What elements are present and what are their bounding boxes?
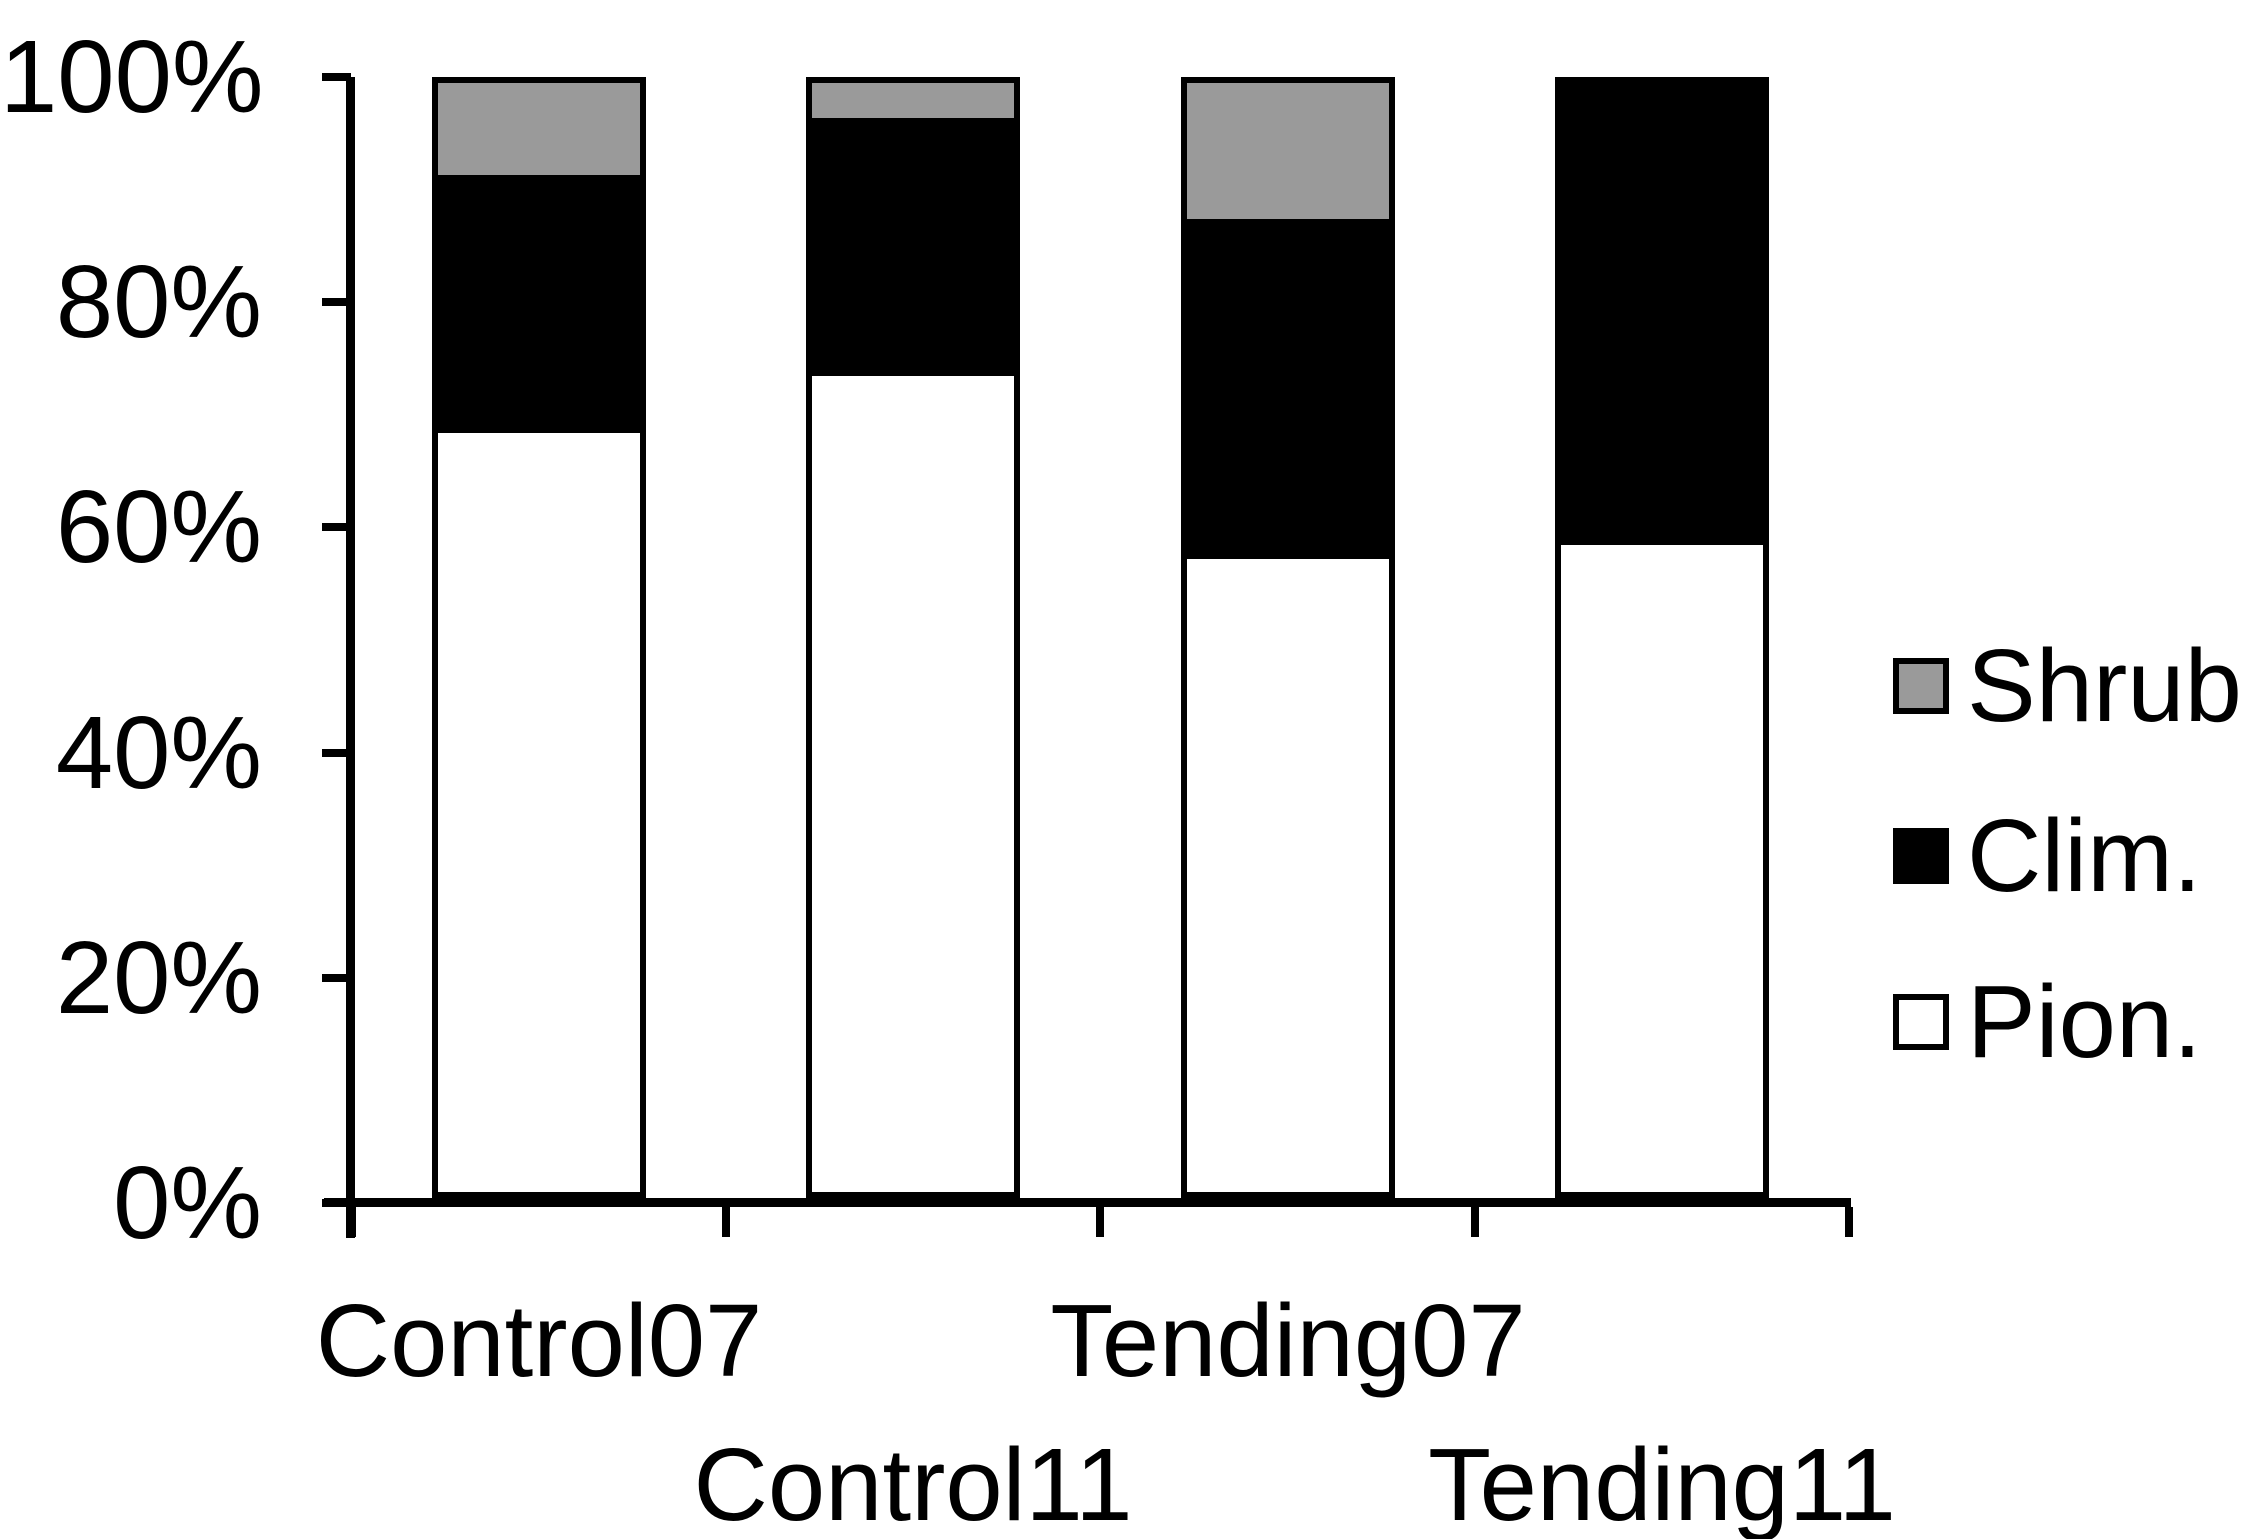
y-tick: [322, 1199, 351, 1207]
legend-item-pion: Pion.: [1893, 969, 2202, 1075]
y-tick-label: 20%: [55, 919, 262, 1035]
y-tick-label: 60%: [55, 469, 262, 585]
legend-item-clim: Clim.: [1893, 803, 2202, 909]
x-category-label-control11: Control11: [693, 1427, 1133, 1539]
bar-tending11: [1555, 77, 1769, 1198]
legend-label: Pion.: [1967, 964, 2202, 1079]
x-category-label-tending07: Tending07: [1050, 1283, 1526, 1398]
bar-control11: [806, 77, 1020, 1198]
legend-item-shrub: Shrub: [1893, 633, 2242, 739]
x-category-label-tending11: Tending11: [1428, 1427, 1896, 1539]
segment-clim: [438, 175, 640, 434]
y-tick: [322, 523, 351, 532]
y-tick-label: 80%: [55, 244, 262, 360]
segment-pion: [1561, 545, 1763, 1192]
segment-clim: [1187, 219, 1389, 559]
bar-control07: [432, 77, 646, 1198]
y-tick-label: 40%: [55, 694, 262, 810]
segment-clim: [812, 118, 1014, 376]
y-tick: [322, 748, 351, 757]
legend-label: Clim.: [1967, 798, 2202, 913]
segment-shrub: [1187, 83, 1389, 220]
y-tick-label: 100%: [0, 19, 264, 134]
legend-label: Shrub: [1967, 628, 2242, 743]
y-tick-label: 0%: [113, 1145, 262, 1260]
segment-shrub: [438, 83, 640, 176]
y-axis-line: [346, 77, 355, 1238]
x-tick: [348, 1207, 356, 1237]
segment-clim: [1561, 83, 1763, 546]
x-tick: [1471, 1207, 1479, 1237]
x-tick: [1845, 1207, 1853, 1237]
segment-pion: [812, 375, 1014, 1192]
x-axis-line: [324, 1198, 1851, 1207]
segment-shrub: [812, 83, 1014, 119]
y-tick: [322, 298, 351, 307]
y-tick: [322, 73, 351, 81]
x-tick: [1096, 1207, 1104, 1237]
legend-swatch-shrub: [1893, 658, 1949, 714]
segment-pion: [1187, 558, 1389, 1192]
segment-pion: [438, 433, 640, 1192]
bar-tending07: [1181, 77, 1395, 1198]
x-tick: [722, 1207, 730, 1237]
y-tick: [322, 973, 351, 982]
x-category-label-control07: Control07: [315, 1283, 763, 1398]
legend-swatch-clim: [1893, 828, 1949, 884]
legend-swatch-pion: [1893, 994, 1949, 1050]
